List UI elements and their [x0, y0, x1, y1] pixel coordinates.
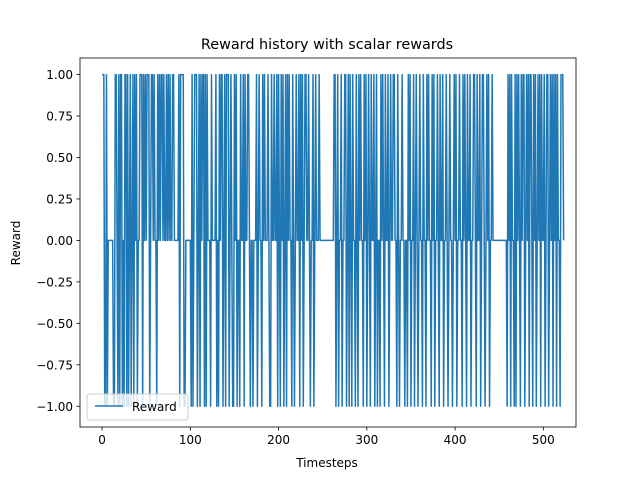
y-tick-label: −1.00 — [36, 400, 73, 414]
y-tick-label: 1.00 — [46, 68, 73, 82]
legend-box — [86, 393, 189, 421]
x-axis: 0 100 200 300 400 500 — [98, 427, 555, 447]
chart-title: Reward history with scalar rewards — [201, 37, 453, 53]
series-layer — [102, 73, 565, 408]
y-axis-label: Reward — [9, 221, 23, 266]
y-tick-label: −0.25 — [36, 275, 73, 289]
y-tick-label: −0.75 — [36, 358, 73, 372]
x-tick-label: 300 — [355, 433, 378, 447]
x-axis-label: Timesteps — [295, 456, 358, 470]
x-tick-label: 400 — [444, 433, 467, 447]
axes-frame — [79, 57, 577, 428]
plot-area — [79, 57, 577, 428]
legend-label-reward: Reward — [132, 400, 177, 414]
x-tick-label: 500 — [532, 433, 555, 447]
y-tick-label: 0.50 — [46, 151, 73, 165]
y-tick-label: 0.25 — [46, 192, 73, 206]
y-tick-label: 0.75 — [46, 110, 73, 124]
y-tick-label: −0.50 — [36, 317, 73, 331]
x-tick-label: 0 — [98, 433, 106, 447]
legend: Reward — [86, 393, 189, 421]
x-tick-label: 200 — [267, 433, 290, 447]
y-tick-label: 0.00 — [46, 234, 73, 248]
y-axis: −1.00 −0.75 −0.50 −0.25 0.00 0.25 0.50 0.75 1.00 — [36, 68, 80, 414]
x-tick-label: 100 — [179, 433, 202, 447]
series-line-reward — [102, 73, 565, 408]
